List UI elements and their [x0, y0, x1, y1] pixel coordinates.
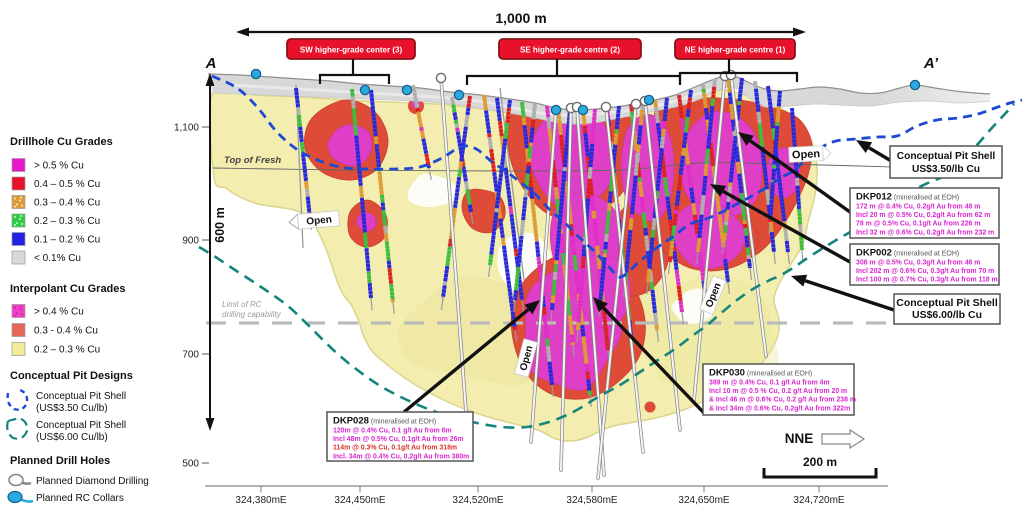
svg-text:DKP030 (mineralised at EOH): DKP030 (mineralised at EOH)	[709, 368, 812, 379]
svg-text:Interpolant Cu Grades: Interpolant Cu Grades	[10, 283, 126, 295]
svg-text:Incl 20 m @ 0.5% Cu, 0.2g/t Au: Incl 20 m @ 0.5% Cu, 0.2g/t Au from 62 m	[856, 212, 990, 219]
svg-text:Conceptual Pit Shell: Conceptual Pit Shell	[897, 151, 996, 162]
svg-text:172 m @ 0.4% Cu, 0.2g/t Au fro: 172 m @ 0.4% Cu, 0.2g/t Au from 48 m	[856, 204, 980, 211]
svg-text:> 0.5 % Cu: > 0.5 % Cu	[34, 161, 84, 172]
svg-text:< 0.1% Cu: < 0.1% Cu	[34, 253, 81, 264]
svg-text:78 m @ 0.5% Cu, 0.1g/t Au from: 78 m @ 0.5% Cu, 0.1g/t Au from 226 m	[856, 221, 980, 228]
svg-text:& Incl 34m @ 0.6% Cu, 0.2g/t A: & Incl 34m @ 0.6% Cu, 0.2g/t Au from 322…	[709, 405, 850, 412]
svg-text:0.3 - 0.4 % Cu: 0.3 - 0.4 % Cu	[34, 326, 98, 337]
svg-text:324,580mE: 324,580mE	[566, 495, 617, 506]
svg-text:DKP012 (mineralised at EOH): DKP012 (mineralised at EOH)	[856, 192, 959, 203]
svg-text:US$6.00/lb Cu: US$6.00/lb Cu	[912, 309, 982, 321]
svg-text:0.4 – 0.5 % Cu: 0.4 – 0.5 % Cu	[34, 179, 100, 190]
svg-text:Incl 32 m @ 0.6% Cu, 0.2g/t Au: Incl 32 m @ 0.6% Cu, 0.2g/t Au from 232 …	[856, 229, 994, 236]
svg-text:(US$3.50 Cu/lb): (US$3.50 Cu/lb)	[36, 403, 108, 414]
svg-text:A: A	[205, 55, 217, 72]
svg-text:& Incl 46 m @ 0.6% Cu, 0.2 g/t: & Incl 46 m @ 0.6% Cu, 0.2 g/t Au from 2…	[709, 397, 856, 404]
svg-text:Incl 100 m @ 0.7% Cu, 0.3g/t A: Incl 100 m @ 0.7% Cu, 0.3g/t Au from 118…	[856, 277, 998, 284]
svg-text:324,450mE: 324,450mE	[334, 495, 385, 506]
svg-text:700: 700	[182, 350, 199, 361]
svg-text:0.2 – 0.3 % Cu: 0.2 – 0.3 % Cu	[34, 345, 100, 356]
svg-text:Top of Fresh: Top of Fresh	[224, 155, 281, 166]
svg-text:324,650mE: 324,650mE	[678, 495, 729, 506]
svg-text:0.3 – 0.4 % Cu: 0.3 – 0.4 % Cu	[34, 198, 100, 209]
svg-text:Conceptual Pit Shell: Conceptual Pit Shell	[36, 391, 126, 402]
svg-text:900: 900	[182, 236, 199, 247]
svg-text:114m @ 0.3% Cu, 0.1g/t Au from: 114m @ 0.3% Cu, 0.1g/t Au from 318m	[333, 445, 457, 452]
svg-text:324,380mE: 324,380mE	[235, 495, 286, 506]
svg-text:A’: A’	[923, 55, 939, 72]
svg-text:SE higher-grade centre (2): SE higher-grade centre (2)	[520, 46, 620, 55]
svg-text:200 m: 200 m	[803, 455, 837, 469]
svg-text:> 0.4 % Cu: > 0.4 % Cu	[34, 307, 84, 318]
svg-text:Open: Open	[306, 214, 332, 227]
svg-text:324,520mE: 324,520mE	[452, 495, 503, 506]
svg-text:Incl 48m @ 0.5% Cu, 0.1g/t Au: Incl 48m @ 0.5% Cu, 0.1g/t Au from 26m	[333, 436, 464, 443]
svg-text:Planned Diamond Drilling: Planned Diamond Drilling	[36, 476, 149, 487]
svg-text:0.1 – 0.2 % Cu: 0.1 – 0.2 % Cu	[34, 235, 100, 246]
svg-text:Open: Open	[792, 148, 821, 161]
svg-text:308 m @ 0.5% Cu, 0.3g/t Au fro: 308 m @ 0.5% Cu, 0.3g/t Au from 46 m	[856, 260, 980, 267]
svg-text:1,000 m: 1,000 m	[495, 10, 546, 26]
svg-text:Conceptual Pit Designs: Conceptual Pit Designs	[10, 370, 133, 382]
svg-text:US$3.50/lb Cu: US$3.50/lb Cu	[912, 164, 980, 175]
svg-text:500: 500	[182, 459, 199, 470]
svg-text:Planned RC Collars: Planned RC Collars	[36, 493, 124, 504]
svg-text:Incl 10 m @ 0.5 % Cu, 0.2 g/t: Incl 10 m @ 0.5 % Cu, 0.2 g/t Au from 20…	[709, 388, 847, 395]
svg-text:DKP002 (mineralised at EOH): DKP002 (mineralised at EOH)	[856, 248, 959, 259]
svg-text:120m @ 0.4% Cu, 0.1 g/t Au fro: 120m @ 0.4% Cu, 0.1 g/t Au from 6m	[333, 428, 452, 435]
svg-text:SW higher-grade center (3): SW higher-grade center (3)	[300, 46, 403, 55]
svg-text:Incl 202 m @ 0.6% Cu, 0.3g/t A: Incl 202 m @ 0.6% Cu, 0.3g/t Au from 70 …	[856, 268, 994, 275]
svg-text:0.2 – 0.3 % Cu: 0.2 – 0.3 % Cu	[34, 216, 100, 227]
svg-text:(US$6.00 Cu/lb): (US$6.00 Cu/lb)	[36, 432, 108, 443]
svg-text:Limit of RC: Limit of RC	[222, 300, 262, 309]
svg-text:NNE: NNE	[785, 431, 814, 446]
svg-text:324,720mE: 324,720mE	[793, 495, 844, 506]
svg-text:Drillhole Cu Grades: Drillhole Cu Grades	[10, 136, 113, 148]
svg-text:389 m @ 0.4% Cu, 0.1 g/t Au fr: 389 m @ 0.4% Cu, 0.1 g/t Au from 4m	[709, 380, 830, 387]
svg-text:drilling capability: drilling capability	[222, 310, 282, 319]
svg-text:Conceptual Pit Shell: Conceptual Pit Shell	[36, 420, 126, 431]
svg-text:Conceptual Pit Shell: Conceptual Pit Shell	[896, 297, 998, 309]
svg-text:1,100: 1,100	[174, 123, 199, 134]
svg-text:DKP028 (mineralised at EOH): DKP028 (mineralised at EOH)	[333, 416, 436, 427]
svg-text:Incl. 34m @ 0.4% Cu, 0.2g/t Au: Incl. 34m @ 0.4% Cu, 0.2g/t Au from 380m	[333, 453, 469, 460]
svg-text:600 m: 600 m	[213, 207, 227, 242]
svg-text:NE higher-grade centre (1): NE higher-grade centre (1)	[685, 46, 786, 55]
svg-text:Planned Drill Holes: Planned Drill Holes	[10, 455, 110, 467]
